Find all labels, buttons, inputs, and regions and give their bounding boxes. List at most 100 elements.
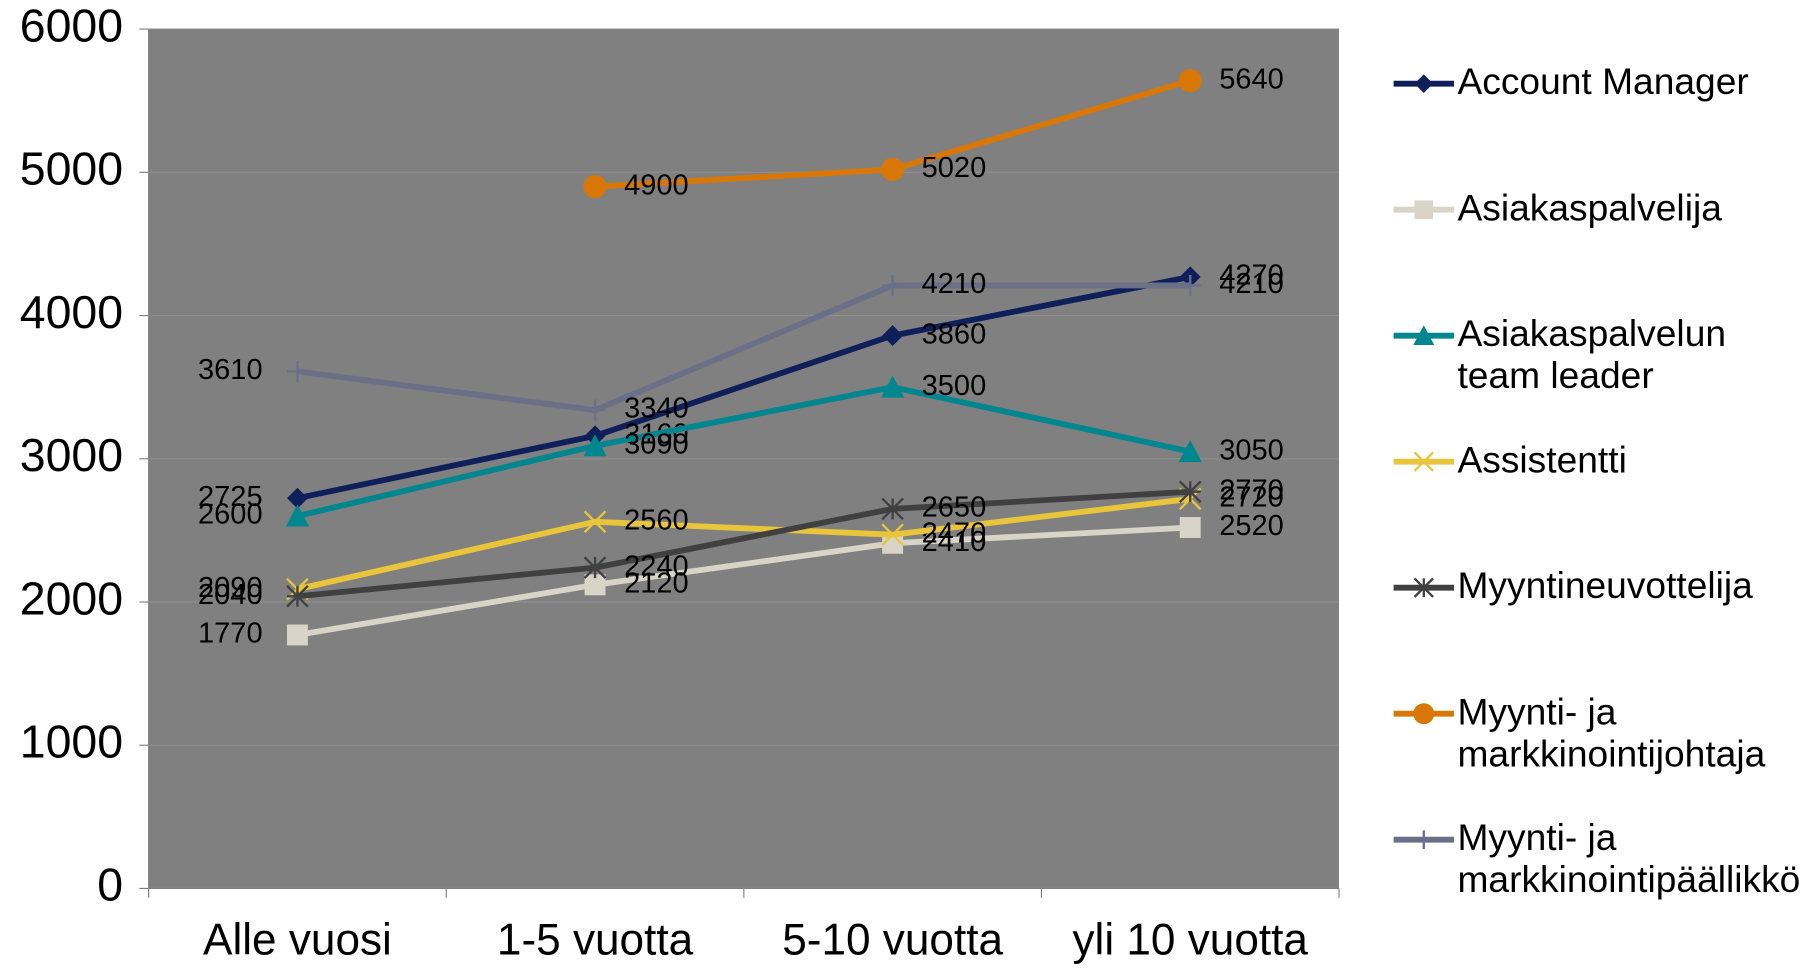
x-tick-label: Alle vuosi: [203, 916, 392, 964]
marker: [1413, 703, 1435, 725]
y-tick-label: 1000: [20, 716, 123, 768]
legend-item: Myynti- ja markkinointijohtaja: [1393, 690, 1766, 775]
data-label: 2720: [1219, 482, 1284, 514]
series: 3610 3340 4210 4210: [198, 268, 1284, 425]
legend-label: Account Manager: [1457, 60, 1749, 103]
marker: [583, 175, 607, 199]
legend-item: Myyntineuvottelija: [1393, 564, 1753, 607]
y-tick-label: 5000: [20, 143, 123, 195]
marker: [1413, 451, 1434, 472]
data-label: 2650: [922, 492, 987, 524]
marker: [1414, 830, 1434, 849]
marker: [881, 375, 905, 398]
legend-text-box: Asiakaspalvelun team leader: [1457, 312, 1726, 396]
marker: [583, 510, 607, 534]
legend-item: Assistentti: [1393, 438, 1627, 481]
legend-item: Asiakaspalvelun team leader: [1393, 312, 1726, 396]
marker: [1178, 69, 1202, 93]
data-label: 3500: [922, 370, 987, 402]
legend-text-box: Account Manager: [1457, 60, 1749, 103]
data-label: 2600: [198, 499, 263, 531]
series: 4900 5020 5640: [583, 63, 1284, 201]
y-tick-label: 0: [97, 859, 123, 911]
legend-item: Asiakaspalvelija: [1393, 186, 1722, 229]
series-line: [296, 274, 1191, 502]
data-label: 3610: [198, 354, 263, 386]
data-label: 2560: [624, 504, 689, 536]
data-label: 2770: [1219, 474, 1284, 506]
data-label: 1770: [198, 618, 263, 650]
series: 2040 2240 2650 2770: [198, 474, 1284, 611]
series-line: [297, 282, 1191, 413]
y-tick-label: 6000: [20, 0, 123, 51]
marker: [286, 585, 309, 608]
marker: [1414, 74, 1434, 93]
marker: [1179, 275, 1201, 296]
marker: [583, 556, 607, 579]
legend-item: Account Manager: [1393, 60, 1749, 103]
series-line: [296, 524, 1191, 638]
marker: [1178, 439, 1202, 463]
data-label: 2470: [922, 517, 987, 549]
legend-text-box: Myyntineuvottelija: [1457, 564, 1753, 607]
series-line: [296, 384, 1191, 519]
data-label: 3050: [1219, 434, 1284, 466]
legend-text-box: Myynti- ja markkinointipäällikkö: [1457, 816, 1801, 901]
y-tick-label: 4000: [20, 286, 123, 338]
data-label: 4210: [1219, 268, 1284, 300]
marker: [881, 523, 904, 546]
marker: [583, 434, 607, 457]
data-label: 3860: [922, 318, 987, 350]
legend-text-box: Assistentti: [1457, 438, 1627, 481]
legend-text-box: Asiakaspalvelija: [1457, 186, 1722, 229]
data-label: 2120: [624, 567, 689, 599]
series: 2600 3090 3500 3050: [198, 370, 1284, 531]
marker: [286, 360, 308, 382]
marker: [584, 399, 606, 421]
marker: [286, 624, 308, 646]
legend-label: Asiakaspalvelija: [1457, 186, 1722, 229]
y-tick-label: 2000: [20, 572, 123, 624]
x-tick-label: yli 10 vuotta: [1072, 916, 1308, 964]
data-label: 5640: [1219, 63, 1284, 95]
marker: [1179, 517, 1201, 538]
data-label: 3090: [624, 429, 689, 461]
marker: [882, 275, 904, 296]
marker: [881, 157, 905, 182]
data-label: 4210: [922, 268, 987, 300]
marker: [881, 497, 904, 521]
series: 2090 2560 2470 2720: [198, 482, 1284, 604]
marker: [1414, 200, 1434, 219]
series-line: [296, 495, 1191, 592]
series-line: [297, 488, 1191, 600]
data-label: 2040: [198, 579, 263, 611]
legend-label: Myynti- ja markkinointijohtaja: [1457, 690, 1766, 775]
marker: [1178, 480, 1202, 503]
legend-label: Myynti- ja markkinointipäällikkö: [1457, 816, 1801, 901]
marker: [882, 532, 904, 554]
data-label: 2240: [624, 550, 689, 582]
x-tick-label: 1-5 vuotta: [497, 916, 694, 964]
marker: [882, 325, 904, 347]
y-tick-label: 3000: [20, 429, 123, 481]
data-label: 2725: [198, 481, 263, 513]
x-tick-label: 5-10 vuotta: [782, 916, 1003, 964]
marker: [584, 574, 606, 596]
legend-item: Myynti- ja markkinointipäällikkö: [1393, 816, 1801, 901]
data-label: 2090: [198, 572, 263, 604]
data-label: 2520: [1219, 510, 1284, 542]
marker: [285, 504, 310, 527]
marker: [1413, 577, 1434, 598]
marker: [1413, 325, 1435, 345]
marker: [286, 487, 308, 509]
data-label: 3340: [624, 393, 689, 425]
legend-label: Assistentti: [1457, 438, 1627, 481]
data-label: 4270: [1219, 260, 1284, 292]
legend-text-box: Myynti- ja markkinointijohtaja: [1457, 690, 1766, 775]
legend-label: Myyntineuvottelija: [1457, 564, 1753, 607]
data-label: 5020: [922, 152, 987, 184]
